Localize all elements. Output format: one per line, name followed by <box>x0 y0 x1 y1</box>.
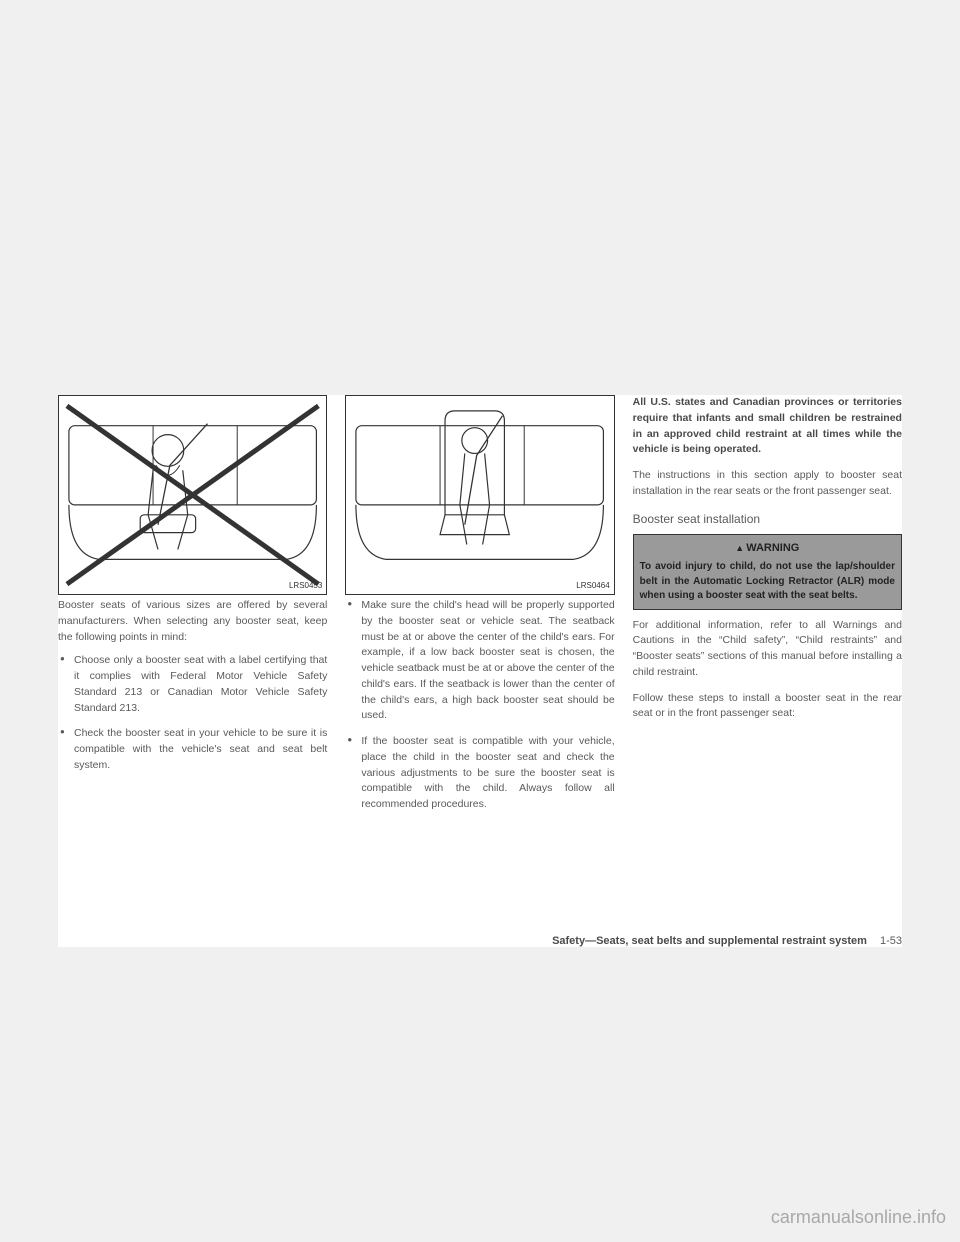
figure-right: LRS0464 <box>345 395 614 595</box>
column-3: All U.S. states and Canadian provinces o… <box>633 395 902 923</box>
col3-subheading: Booster seat installation <box>633 510 902 528</box>
figure-left-label: LRS0453 <box>289 580 322 592</box>
col2-bullet-1: Make sure the child's head will be prope… <box>345 598 614 724</box>
manual-page: LRS0453 Booster seats of various sizes a… <box>58 395 902 947</box>
warning-text: To avoid injury to child, do not use the… <box>640 560 895 604</box>
booster-incorrect-illustration <box>59 396 326 594</box>
watermark: carmanualsonline.info <box>771 1207 946 1228</box>
figure-right-label: LRS0464 <box>576 580 609 592</box>
columns-container: LRS0453 Booster seats of various sizes a… <box>58 395 902 923</box>
warning-box: WARNING To avoid injury to child, do not… <box>633 534 902 610</box>
warning-title: WARNING <box>640 540 895 557</box>
col3-para2: For additional information, refer to all… <box>633 618 902 681</box>
col1-list: Choose only a booster seat with a label … <box>58 653 327 783</box>
col1-bullet-1: Choose only a booster seat with a label … <box>58 653 327 716</box>
col1-bullet-2: Check the booster seat in your vehicle t… <box>58 726 327 773</box>
footer-page: 1-53 <box>880 935 902 947</box>
col2-bullet-2: If the booster seat is compatible with y… <box>345 734 614 813</box>
col2-list: Make sure the child's head will be prope… <box>345 598 614 823</box>
page-footer: Safety—Seats, seat belts and supplementa… <box>58 935 902 947</box>
col1-intro: Booster seats of various sizes are offer… <box>58 598 327 645</box>
booster-correct-illustration <box>346 396 613 594</box>
col3-para1: The instructions in this section apply t… <box>633 468 902 500</box>
column-2: LRS0464 Make sure the child's head will … <box>345 395 614 923</box>
column-1: LRS0453 Booster seats of various sizes a… <box>58 395 327 923</box>
footer-section: Safety—Seats, seat belts and supplementa… <box>552 935 867 947</box>
col3-bold-para: All U.S. states and Canadian provinces o… <box>633 395 902 458</box>
col3-para3: Follow these steps to install a booster … <box>633 691 902 723</box>
figure-left: LRS0453 <box>58 395 327 595</box>
